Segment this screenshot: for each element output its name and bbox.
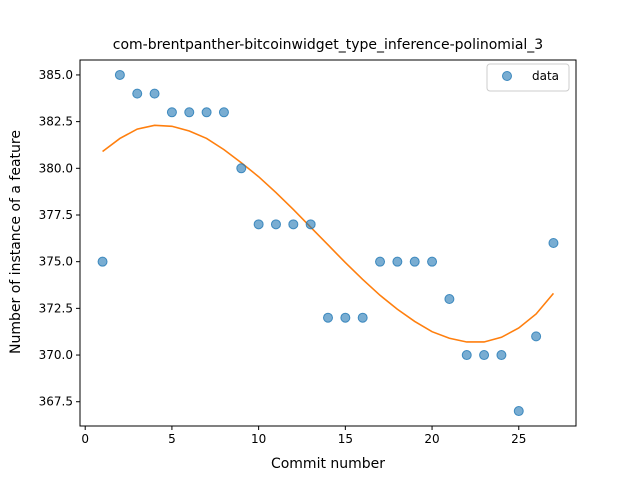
x-tick-label: 5: [168, 432, 176, 446]
data-point: [461, 350, 472, 361]
y-tick-label: 370.0: [39, 348, 73, 362]
data-point: [288, 219, 299, 230]
data-point: [496, 350, 507, 361]
data-point: [149, 88, 160, 99]
data-point: [513, 406, 524, 417]
fit-line: [102, 124, 555, 343]
x-axis-label: Commit number: [271, 456, 385, 472]
data-point: [444, 294, 455, 305]
y-tick-label: 375.0: [39, 255, 73, 269]
legend-marker-data: [502, 71, 512, 81]
data-point: [531, 331, 542, 342]
legend-frame: [486, 63, 570, 92]
legend-label-data: data: [532, 69, 559, 83]
data-point: [305, 219, 316, 230]
data-point: [340, 312, 351, 323]
y-axis-label: Number of instance of a feature: [8, 130, 24, 354]
x-tick-label: 0: [81, 432, 89, 446]
data-point: [479, 350, 490, 361]
data-point: [218, 107, 229, 118]
legend: data: [486, 63, 570, 92]
data-point: [253, 219, 264, 230]
data-point: [114, 69, 125, 80]
data-point: [392, 256, 403, 267]
y-tick-label: 380.0: [39, 161, 73, 175]
plot-area: 0 5 10 15 20 25 367.5 370.0 372.5 375.0 377.5 380.0…: [39, 59, 577, 446]
data-point: [548, 238, 559, 248]
data-point: [132, 88, 143, 99]
x-tick-label: 10: [251, 432, 266, 446]
data-point: [270, 219, 281, 230]
y-tick-label: 377.5: [39, 208, 73, 222]
x-tick-label: 15: [338, 432, 353, 446]
data-point: [357, 312, 368, 323]
chart-title: com-brentpanther-bitcoinwidget_type_infe…: [113, 37, 543, 53]
data-point: [184, 107, 195, 118]
axes-frame: [79, 59, 577, 427]
data-point: [375, 256, 386, 267]
data-point: [97, 256, 108, 267]
y-tick-label: 382.5: [39, 115, 73, 129]
y-tick-label: 385.0: [39, 68, 73, 82]
data-point: [166, 107, 177, 118]
x-tick-label: 20: [424, 432, 439, 446]
data-point: [427, 256, 438, 267]
data-point: [409, 256, 420, 267]
y-tick-label: 372.5: [39, 301, 73, 315]
data-point: [236, 163, 247, 174]
data-point: [201, 107, 212, 118]
y-tick-label: 367.5: [39, 395, 73, 409]
x-tick-label: 25: [511, 432, 526, 446]
data-point: [323, 312, 333, 323]
